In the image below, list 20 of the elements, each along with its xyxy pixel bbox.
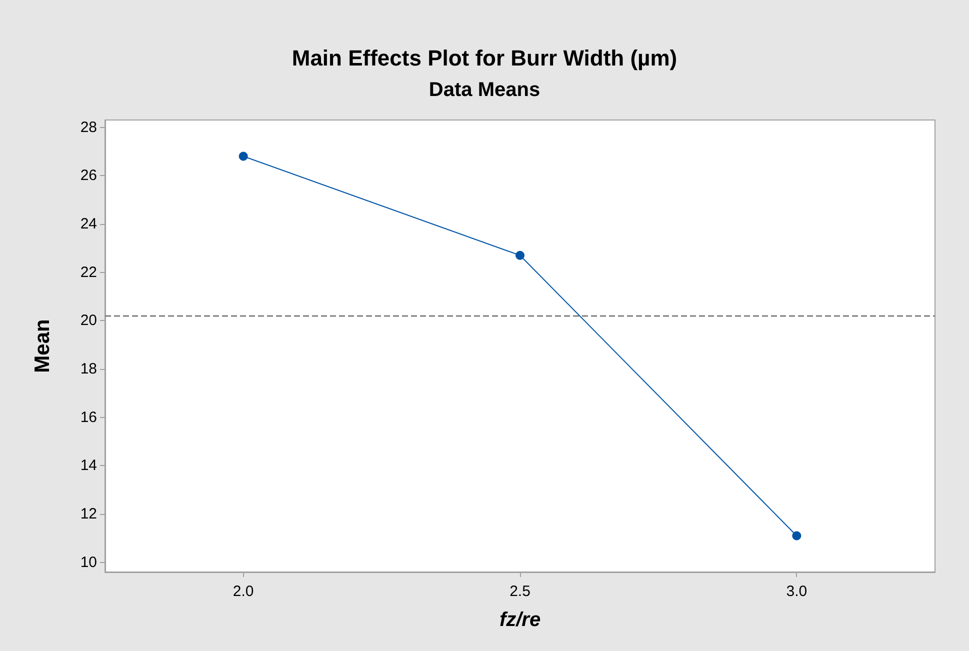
y-tick-label: 18 xyxy=(80,360,97,378)
y-tick-label: 24 xyxy=(80,215,97,232)
y-tick-label: 28 xyxy=(80,118,97,136)
y-tick-label: 20 xyxy=(80,312,97,330)
chart-title: Main Effects Plot for Burr Width (µm) xyxy=(292,46,678,70)
y-tick-label: 22 xyxy=(80,264,97,281)
point xyxy=(516,250,524,260)
y-axis-title: Mean xyxy=(31,319,54,373)
y-tick-label: 26 xyxy=(80,167,97,184)
y-tick-label: 14 xyxy=(80,457,97,474)
y-tick-label: 16 xyxy=(80,408,97,426)
chart-subtitle: Data Means xyxy=(428,79,540,101)
x-tick-label: 2.0 xyxy=(232,583,254,600)
x-tick-label: 2.5 xyxy=(510,583,530,600)
x-tick-label: 3.0 xyxy=(786,583,808,600)
y-tick-label: 12 xyxy=(80,505,97,522)
point xyxy=(792,531,802,540)
x-axis-title: fz/re xyxy=(499,609,541,631)
point xyxy=(238,152,248,161)
y-tick-label: 10 xyxy=(80,554,97,571)
